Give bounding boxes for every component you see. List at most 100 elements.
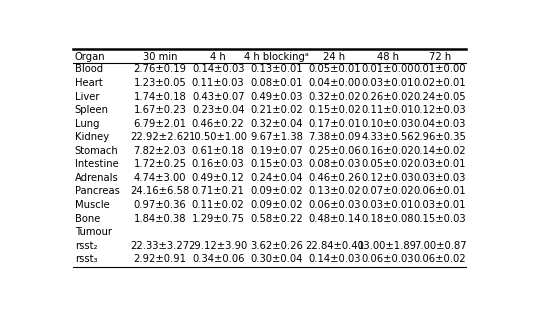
Text: Lung: Lung — [75, 119, 99, 129]
Text: 48 h: 48 h — [377, 52, 399, 62]
Text: 0.09±0.02: 0.09±0.02 — [250, 200, 302, 210]
Text: 0.26±0.02: 0.26±0.02 — [361, 92, 414, 102]
Text: Heart: Heart — [75, 78, 102, 88]
Text: 0.30±0.04: 0.30±0.04 — [250, 254, 302, 264]
Text: 9.67±1.38: 9.67±1.38 — [250, 132, 303, 142]
Text: Organ: Organ — [75, 52, 106, 62]
Text: 0.03±0.01: 0.03±0.01 — [414, 200, 466, 210]
Text: 1.67±0.23: 1.67±0.23 — [134, 105, 186, 115]
Text: 1.84±0.38: 1.84±0.38 — [134, 214, 186, 224]
Text: Stomach: Stomach — [75, 146, 118, 156]
Text: 0.03±0.01: 0.03±0.01 — [361, 78, 414, 88]
Text: 0.97±0.36: 0.97±0.36 — [134, 200, 186, 210]
Text: 0.06±0.03: 0.06±0.03 — [308, 200, 361, 210]
Text: 0.32±0.02: 0.32±0.02 — [308, 92, 361, 102]
Text: rsst₃: rsst₃ — [75, 254, 97, 264]
Text: 0.01±0.00: 0.01±0.00 — [414, 65, 466, 75]
Text: 2.96±0.35: 2.96±0.35 — [414, 132, 466, 142]
Text: Tumour: Tumour — [75, 227, 112, 237]
Text: Liver: Liver — [75, 92, 99, 102]
Text: 0.32±0.04: 0.32±0.04 — [250, 119, 302, 129]
Text: 0.10±0.03: 0.10±0.03 — [361, 119, 414, 129]
Text: 0.34±0.06: 0.34±0.06 — [192, 254, 244, 264]
Text: 0.03±0.01: 0.03±0.01 — [361, 200, 414, 210]
Text: 24.16±6.58: 24.16±6.58 — [130, 186, 190, 197]
Text: 2.92±0.91: 2.92±0.91 — [134, 254, 186, 264]
Text: 0.18±0.08: 0.18±0.08 — [361, 214, 414, 224]
Text: 4.74±3.00: 4.74±3.00 — [134, 173, 186, 183]
Text: 30 min: 30 min — [142, 52, 177, 62]
Text: 0.16±0.02: 0.16±0.02 — [361, 146, 414, 156]
Text: 0.03±0.01: 0.03±0.01 — [414, 159, 466, 170]
Text: 10.50±1.00: 10.50±1.00 — [189, 132, 248, 142]
Text: 0.17±0.01: 0.17±0.01 — [308, 119, 361, 129]
Text: Pancreas: Pancreas — [75, 186, 119, 197]
Text: 0.11±0.02: 0.11±0.02 — [192, 200, 245, 210]
Text: 0.09±0.02: 0.09±0.02 — [250, 186, 302, 197]
Text: 22.84±0.40: 22.84±0.40 — [305, 241, 364, 251]
Text: 0.46±0.22: 0.46±0.22 — [192, 119, 245, 129]
Text: 1.74±0.18: 1.74±0.18 — [134, 92, 186, 102]
Text: 0.49±0.03: 0.49±0.03 — [250, 92, 302, 102]
Text: 0.61±0.18: 0.61±0.18 — [192, 146, 245, 156]
Text: 24 h: 24 h — [323, 52, 345, 62]
Text: Blood: Blood — [75, 65, 103, 75]
Text: 0.16±0.03: 0.16±0.03 — [192, 159, 244, 170]
Text: 4 h blockingᵃ: 4 h blockingᵃ — [244, 52, 309, 62]
Text: 2.76±0.19: 2.76±0.19 — [134, 65, 186, 75]
Text: Bone: Bone — [75, 214, 100, 224]
Text: 0.01±0.00: 0.01±0.00 — [361, 65, 414, 75]
Text: 0.19±0.07: 0.19±0.07 — [250, 146, 303, 156]
Text: 0.08±0.03: 0.08±0.03 — [309, 159, 361, 170]
Text: 0.05±0.02: 0.05±0.02 — [361, 159, 414, 170]
Text: 0.46±0.26: 0.46±0.26 — [308, 173, 361, 183]
Text: 0.14±0.02: 0.14±0.02 — [414, 146, 466, 156]
Text: 22.92±2.62: 22.92±2.62 — [130, 132, 190, 142]
Text: 0.06±0.01: 0.06±0.01 — [414, 186, 466, 197]
Text: 0.15±0.03: 0.15±0.03 — [250, 159, 302, 170]
Text: 0.08±0.01: 0.08±0.01 — [250, 78, 302, 88]
Text: 1.23±0.05: 1.23±0.05 — [134, 78, 186, 88]
Text: Muscle: Muscle — [75, 200, 109, 210]
Text: Kidney: Kidney — [75, 132, 109, 142]
Text: 0.58±0.22: 0.58±0.22 — [250, 214, 303, 224]
Text: 0.48±0.14: 0.48±0.14 — [308, 214, 361, 224]
Text: 0.12±0.03: 0.12±0.03 — [361, 173, 414, 183]
Text: Adrenals: Adrenals — [75, 173, 118, 183]
Text: Intestine: Intestine — [75, 159, 118, 170]
Text: 0.06±0.03: 0.06±0.03 — [361, 254, 414, 264]
Text: 0.43±0.07: 0.43±0.07 — [192, 92, 244, 102]
Text: 29.12±3.90: 29.12±3.90 — [189, 241, 248, 251]
Text: 0.02±0.01: 0.02±0.01 — [414, 78, 466, 88]
Text: 0.11±0.03: 0.11±0.03 — [192, 78, 244, 88]
Text: 0.05±0.01: 0.05±0.01 — [308, 65, 361, 75]
Text: 22.33±3.27: 22.33±3.27 — [130, 241, 190, 251]
Text: 0.21±0.02: 0.21±0.02 — [250, 105, 303, 115]
Text: 0.24±0.04: 0.24±0.04 — [250, 173, 302, 183]
Text: 0.03±0.03: 0.03±0.03 — [414, 173, 466, 183]
Text: 0.04±0.03: 0.04±0.03 — [414, 119, 466, 129]
Text: 0.04±0.00: 0.04±0.00 — [309, 78, 361, 88]
Text: Spleen: Spleen — [75, 105, 109, 115]
Text: 0.11±0.01: 0.11±0.01 — [361, 105, 414, 115]
Text: 72 h: 72 h — [429, 52, 451, 62]
Text: 0.14±0.03: 0.14±0.03 — [308, 254, 361, 264]
Text: 4 h: 4 h — [210, 52, 226, 62]
Text: 0.12±0.03: 0.12±0.03 — [414, 105, 466, 115]
Text: rsst₂: rsst₂ — [75, 241, 97, 251]
Text: 7.00±0.87: 7.00±0.87 — [414, 241, 466, 251]
Text: 0.24±0.05: 0.24±0.05 — [414, 92, 466, 102]
Text: 13.00±1.89: 13.00±1.89 — [358, 241, 417, 251]
Text: 0.15±0.03: 0.15±0.03 — [414, 214, 466, 224]
Text: 3.62±0.26: 3.62±0.26 — [250, 241, 303, 251]
Text: 4.33±0.56: 4.33±0.56 — [361, 132, 414, 142]
Text: 6.79±2.01: 6.79±2.01 — [134, 119, 186, 129]
Text: 0.71±0.21: 0.71±0.21 — [192, 186, 245, 197]
Text: 0.13±0.01: 0.13±0.01 — [250, 65, 302, 75]
Text: 0.23±0.04: 0.23±0.04 — [192, 105, 244, 115]
Text: 0.13±0.02: 0.13±0.02 — [308, 186, 361, 197]
Text: 0.14±0.03: 0.14±0.03 — [192, 65, 244, 75]
Text: 7.38±0.09: 7.38±0.09 — [308, 132, 361, 142]
Text: 0.49±0.12: 0.49±0.12 — [192, 173, 245, 183]
Text: 0.07±0.02: 0.07±0.02 — [361, 186, 414, 197]
